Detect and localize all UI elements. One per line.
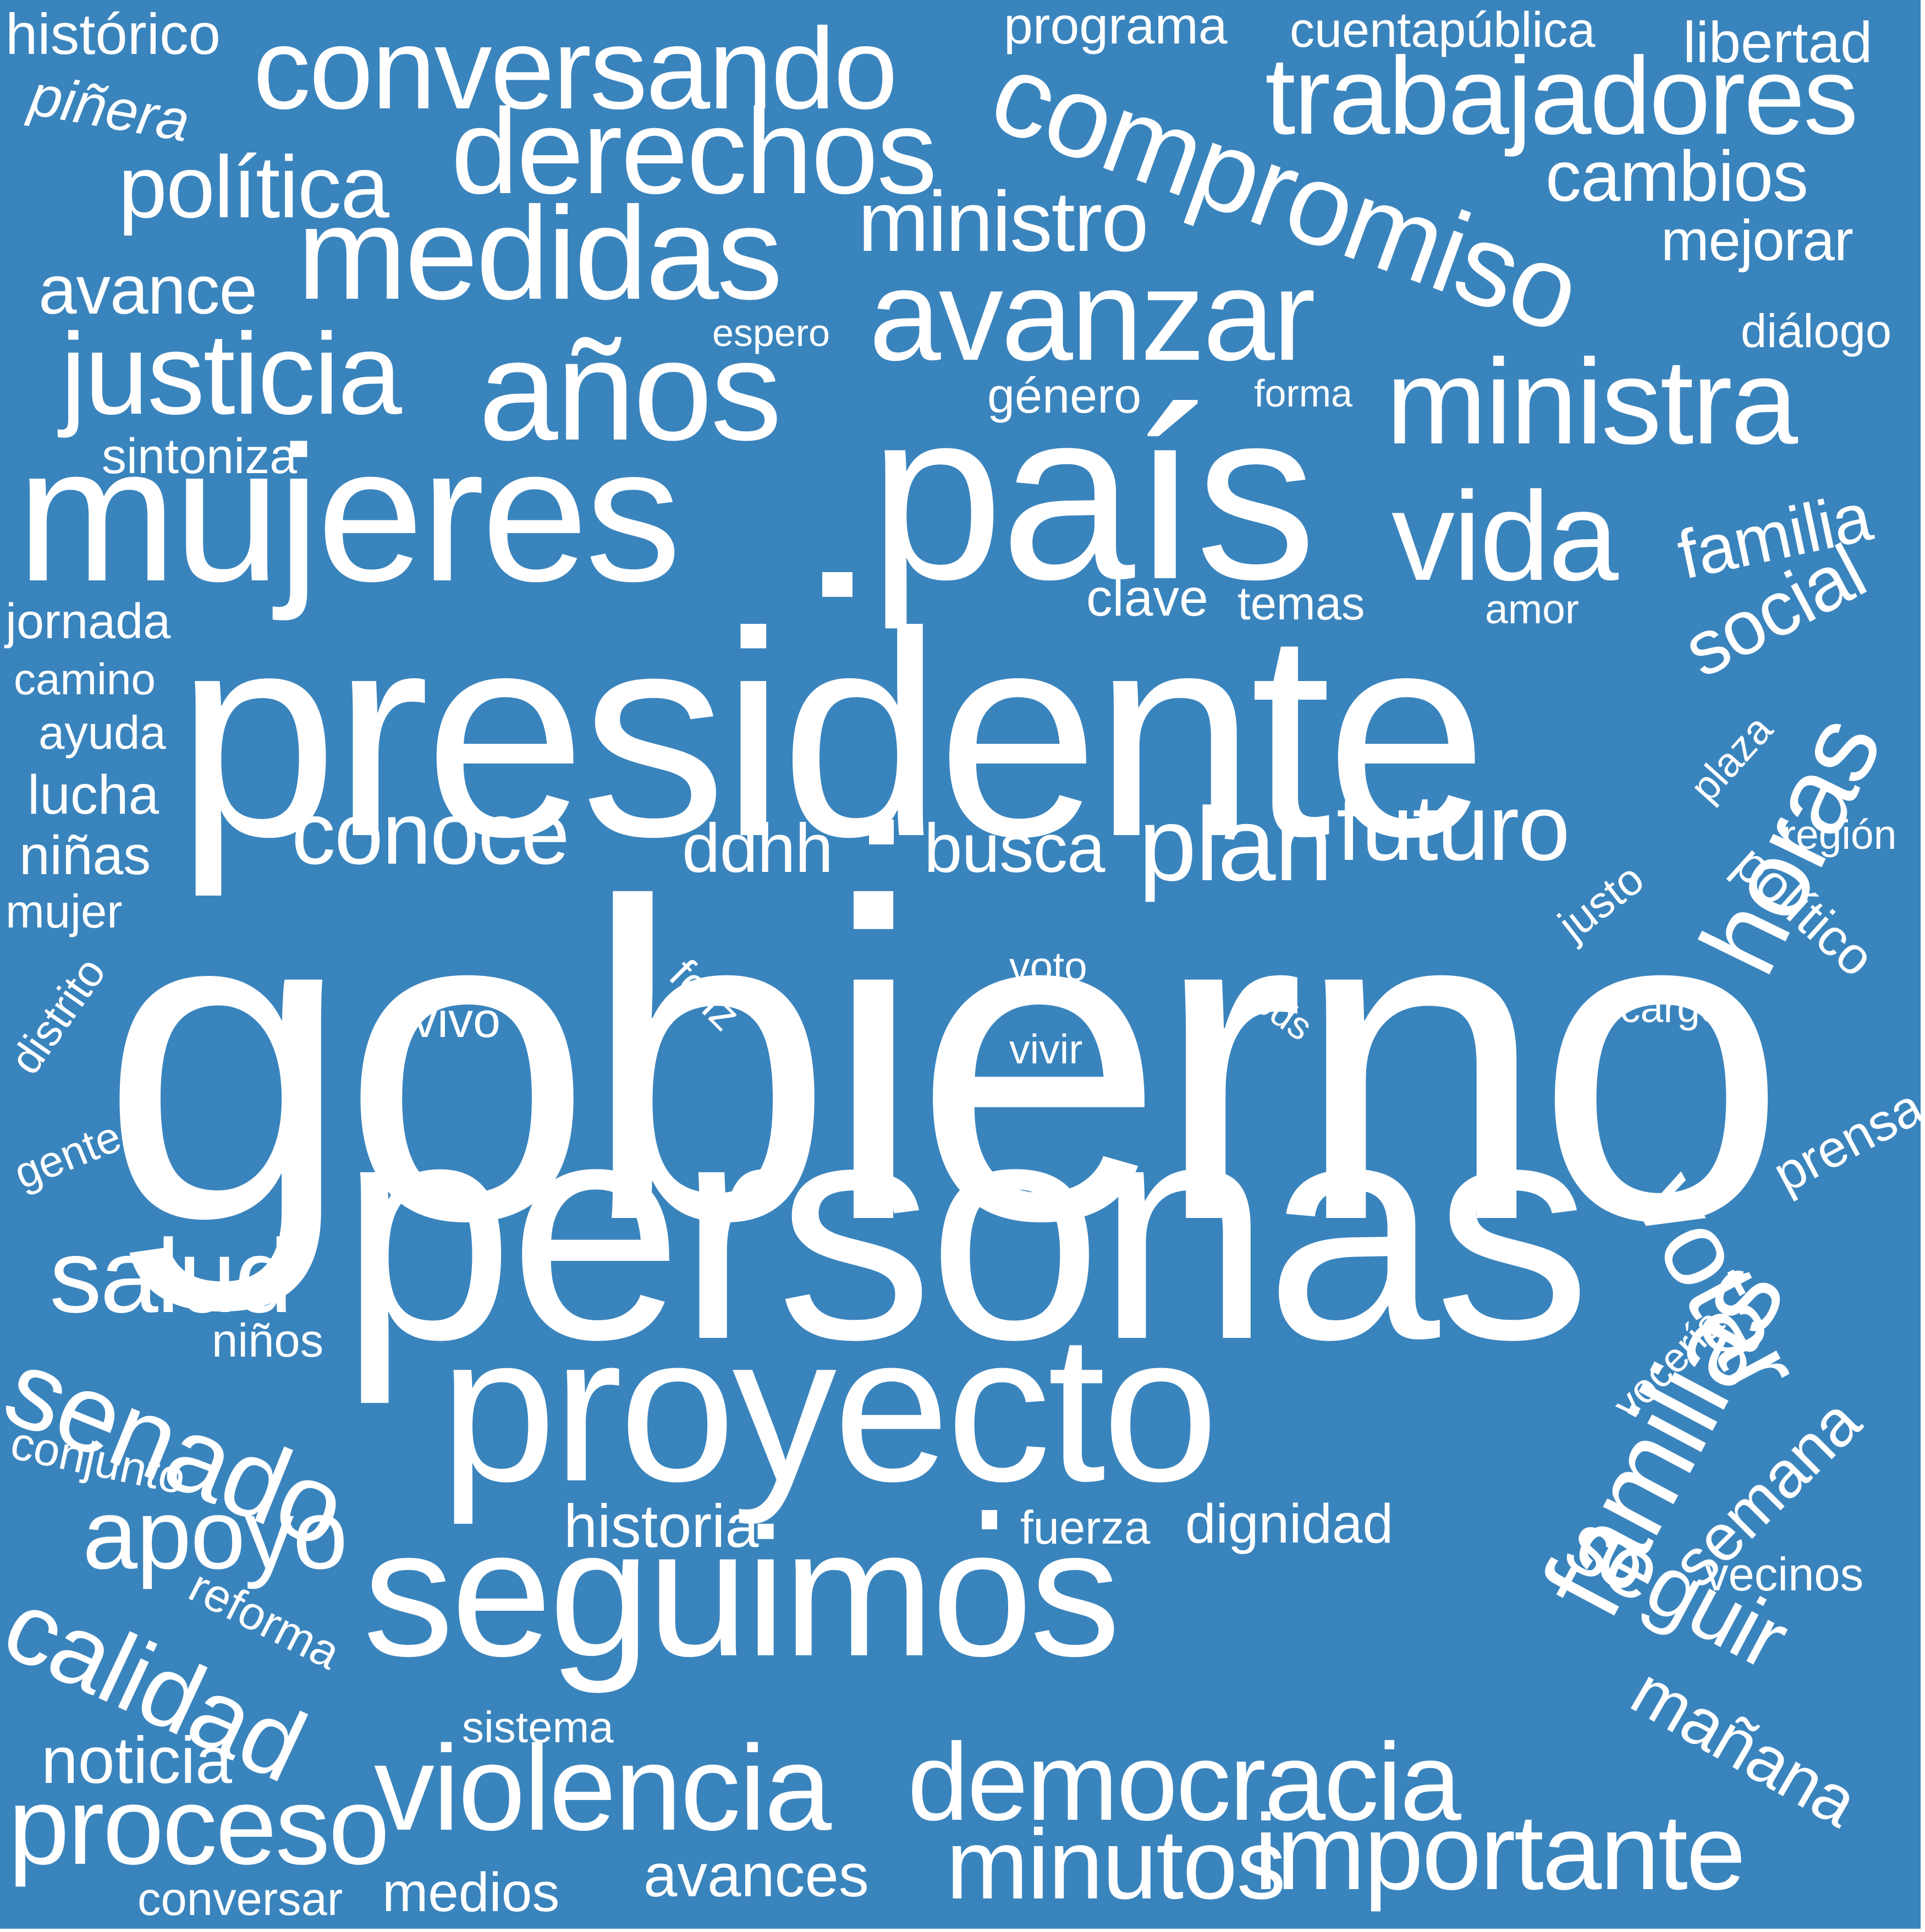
word-region: región	[1782, 811, 1897, 858]
word-mujer: mujer	[6, 886, 123, 938]
word-gobierno: gobierno	[101, 810, 1787, 1314]
word-conversando: conversando	[253, 4, 898, 133]
word-forma: forma	[1254, 372, 1352, 415]
word-avanzar: avanzar	[869, 243, 1316, 387]
word-anos: años	[479, 311, 782, 470]
word-mujeres: mujeres	[16, 407, 681, 622]
word-camino: camino	[14, 655, 156, 704]
word-violencia: violencia	[374, 1720, 832, 1856]
word-personas: personas	[340, 1054, 1591, 1404]
word-libertad: libertad	[1683, 10, 1873, 75]
word-voto: voto	[1009, 943, 1087, 990]
dot-mark	[822, 572, 853, 597]
word-cambios: cambios	[1546, 136, 1808, 216]
word-vida: vida	[1392, 465, 1619, 607]
word-pais: país	[869, 360, 1317, 630]
word-historia: historia	[564, 1492, 759, 1560]
word-genero: género	[987, 369, 1142, 424]
word-dialogo: diálogo	[1741, 305, 1892, 358]
word-pinera: piñera	[25, 63, 195, 154]
word-dignidad: dignidad	[1185, 1493, 1394, 1555]
word-plan: plan	[1138, 786, 1333, 903]
word-vivo: vivo	[413, 993, 501, 1048]
word-clave: clave	[1086, 569, 1208, 627]
word-ninas: niñas	[19, 825, 151, 886]
word-temas: temas	[1238, 578, 1365, 630]
word-conversar: conversar	[138, 1873, 343, 1925]
word-politica: política	[118, 138, 389, 236]
word-proyecto: proyecto	[440, 1291, 1218, 1525]
word-programa: programa	[1004, 0, 1228, 55]
word-avances: avances	[644, 1842, 869, 1909]
word-lucha: lucha	[28, 764, 160, 826]
word-ministro: ministro	[858, 174, 1149, 269]
word-historico: histórico	[6, 2, 221, 67]
word-conoce: conoce	[292, 784, 570, 882]
word-salud: salud	[50, 1218, 293, 1335]
word-busca: busca	[924, 810, 1106, 887]
word-mejorar: mejorar	[1661, 208, 1854, 273]
dot-mark	[869, 820, 894, 844]
word-fuerza: fuerza	[1020, 1502, 1151, 1554]
word-vivir: vivir	[1009, 1026, 1083, 1072]
word-jornada: jornada	[6, 594, 171, 649]
word-trabajadores: trabajadores	[1265, 35, 1858, 157]
word-espero: espero	[712, 311, 831, 354]
word-sistema: sistema	[462, 1703, 614, 1752]
word-ninos: niños	[212, 1315, 324, 1367]
word-ayuda: ayuda	[38, 707, 166, 759]
word-cargo: cargo	[1620, 985, 1723, 1031]
word-ddhh: ddhh	[682, 810, 833, 887]
word-minutos: minutos	[946, 1809, 1286, 1920]
word-amor: amor	[1485, 586, 1579, 632]
word-noticia: noticia	[41, 1724, 232, 1797]
word-proceso: proceso	[8, 1765, 390, 1887]
word-sintoniza: sintoniza	[102, 429, 298, 484]
word-avance: avance	[38, 252, 257, 328]
word-derechos: derechos	[451, 84, 937, 219]
word-prensa: prensa	[1764, 1077, 1921, 1204]
word-vecinos: vecinos	[1705, 1549, 1864, 1601]
word-medidas: medidas	[297, 179, 783, 327]
word-cuentapublica: cuentapública	[1290, 3, 1596, 58]
word-medios: medios	[382, 1862, 560, 1923]
word-democracia: democracia	[908, 1721, 1461, 1843]
word-apoyo: apoyo	[82, 1479, 348, 1590]
word-distrito: distrito	[0, 948, 115, 1083]
word-ministra: ministra	[1386, 334, 1798, 469]
word-justicia: justicia	[61, 309, 402, 438]
word-seguimos: seguimos	[363, 1491, 1120, 1694]
word-presidente: presidente	[176, 572, 1488, 897]
word-futuro: futuro	[1336, 776, 1570, 880]
word-importante: importante	[1254, 1792, 1746, 1912]
dot-mark	[982, 1510, 997, 1529]
